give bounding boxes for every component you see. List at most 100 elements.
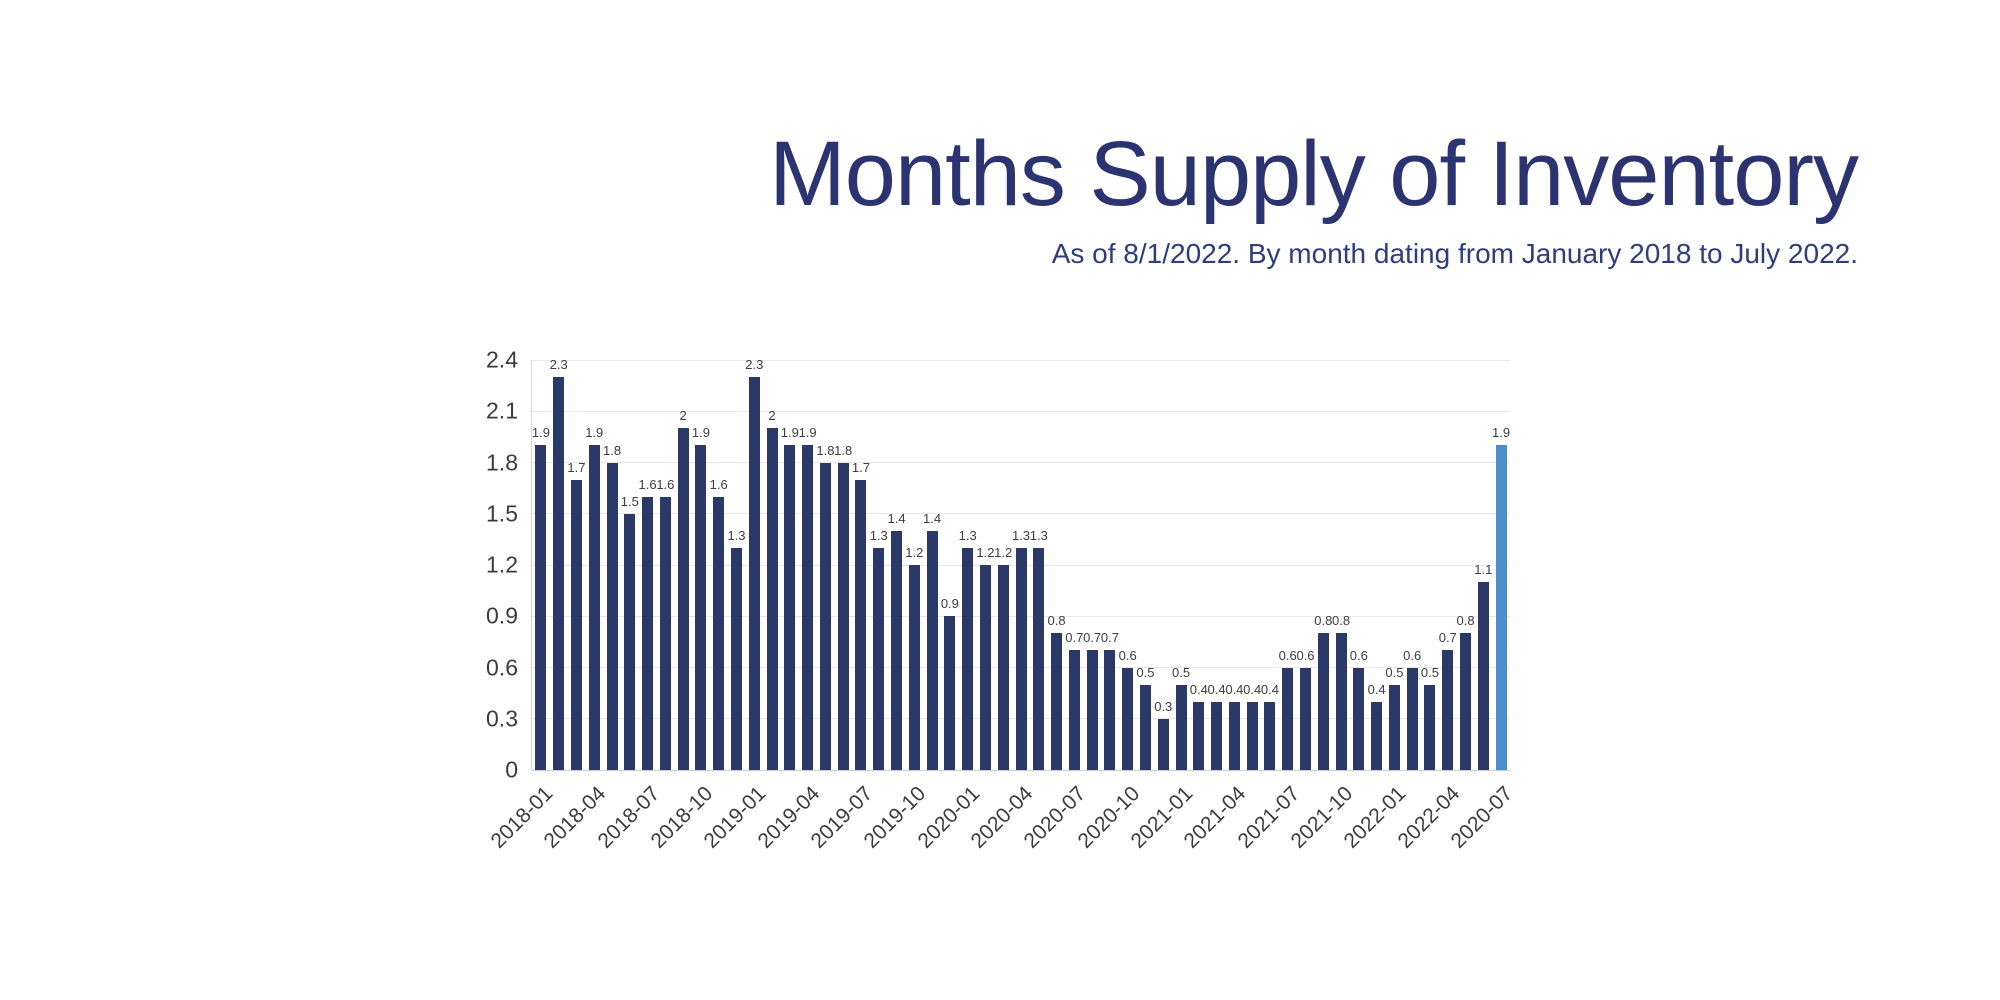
bar-value-label: 1.1 — [1474, 562, 1493, 578]
bar-value-label: 1.2 — [905, 545, 924, 560]
y-axis-tick-label: 0.9 — [486, 602, 518, 629]
bar-value-label: 1.3 — [869, 527, 888, 543]
plot-area: 0 0.3 0.6 0.9 1.2 1.5 1.8 2.1 2.4 1.9 2.3 1.7 1.9 1.8… — [486, 347, 1517, 853]
bar — [677, 428, 689, 770]
bar — [837, 462, 849, 770]
bar — [1122, 667, 1134, 770]
bar — [588, 445, 600, 770]
bar — [766, 428, 778, 770]
bar-value-label: 1.9 — [798, 425, 817, 441]
bar — [1193, 701, 1205, 770]
bar-value-label: 2.3 — [549, 357, 568, 373]
y-axis-tick-label: 0.3 — [486, 705, 518, 732]
bar-value-label: 0.4 — [1367, 681, 1386, 697]
bar — [855, 479, 867, 770]
bar-value-label: 1.7 — [567, 459, 586, 475]
bar-value-label: 1.7 — [851, 459, 870, 475]
bar-value-label: 1.9 — [531, 425, 550, 441]
gridline — [532, 410, 1510, 412]
bar — [1175, 684, 1187, 770]
bar-value-label: 0.7 — [1065, 630, 1084, 646]
bar-value-label: 0.4 — [1260, 681, 1279, 697]
bar — [1157, 718, 1169, 770]
bar — [659, 496, 671, 770]
bar — [570, 479, 582, 770]
bar-highlighted — [1495, 445, 1507, 770]
bar-value-label: 0.6 — [1296, 647, 1315, 663]
bar-value-label: 1.8 — [816, 442, 835, 458]
bar — [962, 547, 974, 770]
bar-value-label: 0.4 — [1189, 681, 1208, 697]
bar-value-label: 1.9 — [780, 425, 799, 441]
bar-value-label: 0.3 — [1154, 698, 1173, 714]
bar — [1264, 701, 1276, 770]
bar — [624, 513, 636, 770]
bar-value-label: 1.2 — [994, 545, 1013, 560]
bar-value-label: 0.5 — [1385, 664, 1404, 680]
bar-value-label: 0.7 — [1083, 630, 1102, 646]
y-axis-line — [531, 360, 532, 770]
bar-value-label: 0.8 — [1047, 613, 1066, 629]
bar-value-label: 1.3 — [727, 527, 746, 543]
bar — [1104, 650, 1116, 770]
gridline — [532, 513, 1510, 515]
bar — [819, 462, 831, 770]
bar-value-label: 0.6 — [1403, 647, 1422, 663]
chart-header: Months Supply of Inventory As of 8/1/202… — [769, 123, 1859, 270]
bar-value-label: 2 — [679, 408, 687, 424]
y-axis-tick-label: 0.6 — [486, 654, 518, 680]
y-axis-tick-label: 1.8 — [486, 449, 518, 475]
bar — [908, 565, 920, 770]
bar-value-label: 1.2 — [976, 545, 995, 560]
bar — [1371, 701, 1383, 770]
bar-value-label: 2.3 — [745, 357, 764, 373]
bar — [695, 445, 707, 770]
bar-value-label: 0.6 — [1118, 647, 1137, 663]
bar — [784, 445, 796, 770]
y-axis-tick-label: 0 — [505, 756, 518, 783]
bar — [1388, 684, 1400, 770]
bar-value-label: 0.6 — [1278, 647, 1297, 663]
bar — [1211, 701, 1223, 770]
bar — [1353, 667, 1365, 770]
chart-subtitle: As of 8/1/2022. By month dating from Jan… — [1051, 238, 1858, 269]
bar-value-label: 1.9 — [1492, 425, 1511, 441]
bar-value-label: 1.8 — [602, 442, 622, 458]
x-axis-baseline — [532, 769, 1510, 771]
bar — [1228, 701, 1240, 770]
bar-value-label: 1.9 — [691, 425, 710, 441]
bar-value-label: 0.4 — [1225, 681, 1244, 697]
bar — [802, 445, 814, 770]
bar-value-label: 1.4 — [887, 510, 906, 526]
bar — [642, 496, 654, 770]
gridline — [532, 359, 1510, 361]
bar-value-label: 1.4 — [923, 510, 942, 526]
bar — [1246, 701, 1258, 770]
bar-value-label: 1.5 — [620, 493, 639, 509]
y-axis-tick-label: 1.2 — [486, 551, 518, 578]
bar-value-label: 0.4 — [1207, 681, 1226, 697]
bar-value-label: 1.6 — [709, 476, 728, 492]
bar — [1477, 582, 1489, 770]
bar — [1317, 633, 1329, 770]
bar — [1033, 547, 1045, 770]
bar-value-label: 0.7 — [1100, 630, 1119, 646]
chart-title: Months Supply of Inventory — [769, 123, 1859, 225]
bar-value-label: 0.8 — [1456, 613, 1475, 629]
y-axis-tick-label: 1.5 — [486, 500, 518, 527]
y-axis-tick-label: 2.1 — [486, 397, 518, 424]
bar — [1068, 650, 1080, 770]
bar-value-label: 0.9 — [940, 596, 959, 612]
bar — [553, 377, 565, 770]
bar — [997, 565, 1009, 770]
bar — [535, 445, 547, 770]
bar-value-label: 0.5 — [1171, 664, 1191, 680]
bar — [1424, 684, 1436, 770]
bar-value-label: 1.3 — [1011, 527, 1031, 543]
bar — [1015, 547, 1027, 770]
gridline — [532, 462, 1510, 463]
bar — [1300, 667, 1311, 770]
bar — [891, 530, 903, 770]
bar-value-label: 0.6 — [1349, 647, 1368, 663]
bar-value-label: 0.8 — [1332, 613, 1351, 629]
